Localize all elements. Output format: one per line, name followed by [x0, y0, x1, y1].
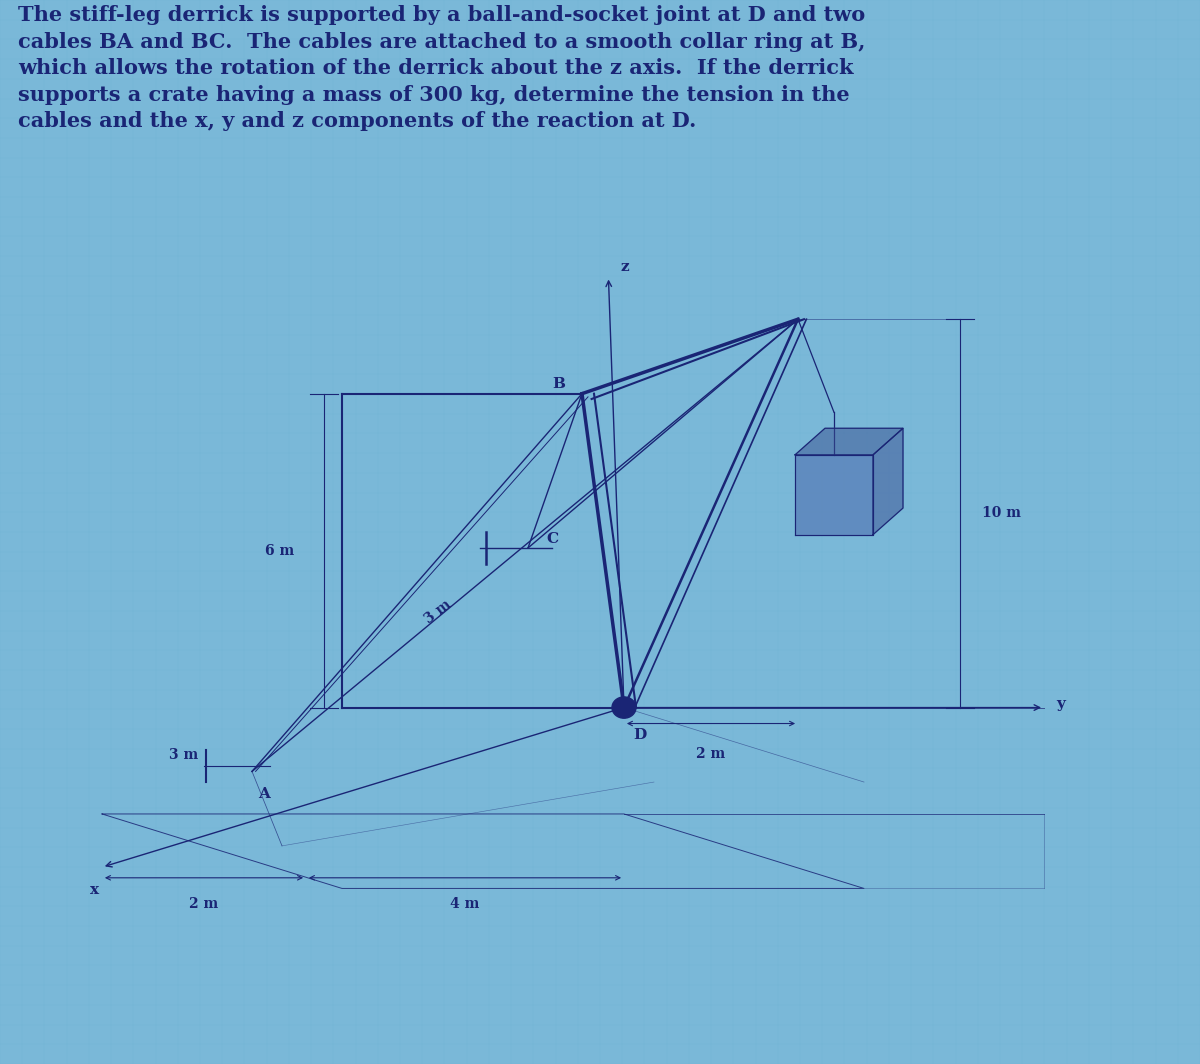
Text: C: C [546, 532, 558, 546]
Text: z: z [620, 261, 629, 275]
Polygon shape [796, 429, 902, 455]
Text: B: B [552, 378, 565, 392]
Circle shape [612, 697, 636, 718]
Text: 3 m: 3 m [422, 597, 454, 627]
Text: 4 m: 4 m [450, 897, 480, 911]
Text: 6 m: 6 m [265, 544, 294, 558]
Text: The stiff-leg derrick is supported by a ball-and-socket joint at D and two
cable: The stiff-leg derrick is supported by a … [18, 5, 865, 131]
Text: x: x [90, 883, 100, 897]
Polygon shape [872, 429, 902, 534]
Text: A: A [258, 787, 270, 801]
Text: D: D [634, 729, 647, 743]
Text: 2 m: 2 m [696, 747, 726, 761]
Text: y: y [1056, 697, 1064, 711]
Text: 2 m: 2 m [190, 897, 218, 911]
Text: 10 m: 10 m [982, 506, 1020, 520]
Polygon shape [796, 455, 872, 534]
Text: 3 m: 3 m [169, 748, 198, 763]
